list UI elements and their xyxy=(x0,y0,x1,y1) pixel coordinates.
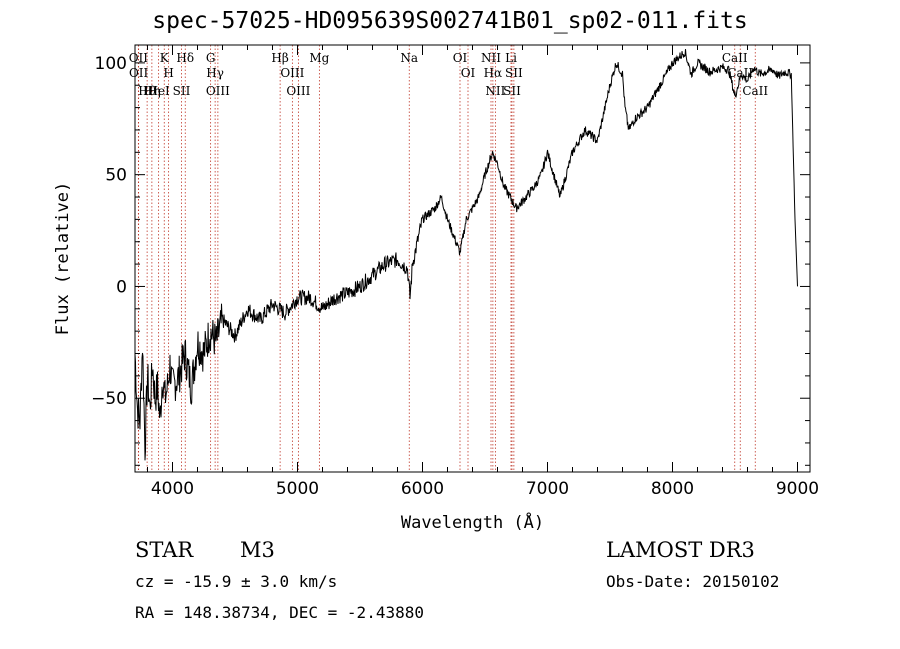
spectral-line-label: SII xyxy=(505,66,523,80)
spectral-line-label: Hδ xyxy=(176,51,194,65)
spectral-line-label: Hη xyxy=(143,84,161,98)
spectral-line-label: OIII xyxy=(206,84,230,98)
chart-title: spec-57025-HD095639S002741B01_sp02-011.f… xyxy=(152,8,748,34)
spectral-line-label: G xyxy=(206,51,216,65)
x-tick-label: 6000 xyxy=(401,479,444,499)
spectral-line-label: OIII xyxy=(280,66,304,80)
spectral-line-label: Mg xyxy=(309,51,329,65)
spectral-line-label: OIII xyxy=(286,84,310,98)
spectral-line-label: SII xyxy=(503,84,521,98)
spectral-line-label: Hβ xyxy=(271,51,288,65)
spectral-line-label: Hθ xyxy=(138,84,156,98)
spectral-line-label: Hα xyxy=(484,66,503,80)
plot-frame xyxy=(134,44,811,473)
x-tick-label: 5000 xyxy=(276,479,319,499)
x-axis-label: Wavelength (Å) xyxy=(401,511,544,533)
spectral-line-label: Hγ xyxy=(206,66,224,80)
axis-labels: 4000 5000 6000 7000 8000 9000 −50 0 50 100 Wavelen… xyxy=(53,54,819,533)
object-subclass: M3 xyxy=(240,538,275,562)
spectral-line-label: CaII xyxy=(722,51,748,65)
ra-dec: RA = 148.38734, DEC = -2.43880 xyxy=(135,603,424,622)
spectrum-line xyxy=(134,49,798,461)
redshift-cz: cz = -15.9 ± 3.0 km/s xyxy=(135,572,338,591)
x-tick-label: 9000 xyxy=(776,479,819,499)
spectral-line-label: HeI xyxy=(147,84,170,98)
spectral-line-label: CaII xyxy=(742,84,768,98)
spectral-line-label: H xyxy=(163,66,173,80)
spectral-line-label: NII xyxy=(481,51,501,65)
y-tick-label: 0 xyxy=(116,277,127,297)
x-tick-label: 8000 xyxy=(651,479,694,499)
obs-date: Obs-Date: 20150102 xyxy=(606,572,780,591)
x-tick-label: 4000 xyxy=(151,479,194,499)
spectral-line-label: OII xyxy=(129,66,149,80)
y-tick-label: 100 xyxy=(95,54,127,74)
y-axis-label: Flux (relative) xyxy=(53,182,73,336)
spectrum-series xyxy=(134,49,798,461)
y-tick-label: 50 xyxy=(105,166,127,186)
spectral-line-label: Li xyxy=(505,51,517,65)
spectral-line-label: OI xyxy=(461,66,476,80)
spectral-line-label: OII xyxy=(129,51,149,65)
spectral-line-label: OI xyxy=(453,51,468,65)
spectral-line-label: Na xyxy=(400,51,418,65)
axis-ticks xyxy=(135,45,810,472)
survey-name: LAMOST DR3 xyxy=(606,538,755,562)
y-tick-label: −50 xyxy=(91,389,127,409)
spectral-line-label: SII xyxy=(173,84,191,98)
x-tick-label: 7000 xyxy=(526,479,569,499)
spectral-line-label: K xyxy=(160,51,170,65)
spectral-line-markers xyxy=(137,45,756,472)
spectral-line-label: NII xyxy=(485,84,505,98)
spectral-line-label: CaII xyxy=(727,66,753,80)
object-type: STAR xyxy=(135,538,194,562)
